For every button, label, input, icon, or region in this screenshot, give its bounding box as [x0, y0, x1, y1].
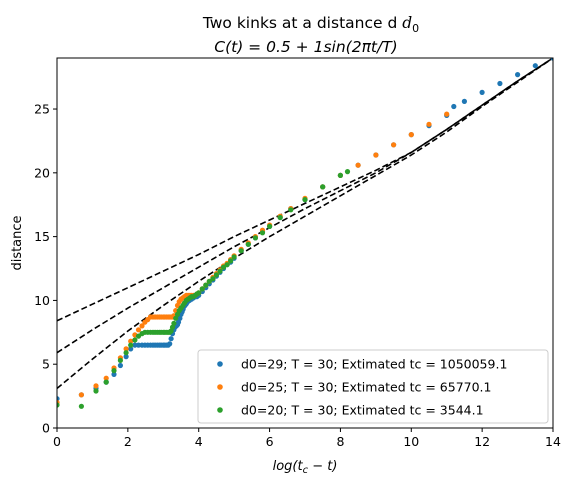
- legend-box: [197, 349, 549, 424]
- data-point: [199, 286, 205, 292]
- plot-frame: [56, 57, 554, 429]
- data-point: [93, 388, 99, 394]
- data-point: [277, 214, 283, 221]
- data-point: [391, 142, 397, 148]
- data-point: [515, 72, 521, 78]
- data-point: [302, 197, 308, 203]
- data-point: [550, 58, 553, 61]
- data-point: [252, 235, 258, 241]
- x-axis: 0 2 4 6 8 10 12 14: [53, 428, 561, 449]
- y-axis: 0 5 10 15 20 25: [34, 102, 57, 436]
- y-tick-label: 20: [34, 165, 50, 180]
- series-3: [57, 169, 351, 409]
- data-point: [128, 342, 134, 348]
- data-point: [111, 371, 117, 377]
- legend-label-3: d0=20; T = 30; Extimated tc = 3544.1: [241, 403, 484, 418]
- data-point: [78, 392, 84, 398]
- data-point: [117, 362, 123, 369]
- data-point: [532, 63, 538, 69]
- data-point: [444, 111, 450, 117]
- x-tick-label: 14: [545, 434, 561, 449]
- y-axis-label: distance: [10, 215, 25, 270]
- x-tick-label: 12: [474, 434, 490, 449]
- x-tick-label: 0: [53, 434, 61, 449]
- data-point: [123, 346, 129, 352]
- data-point: [238, 248, 244, 254]
- data-point: [57, 402, 60, 408]
- data-point: [177, 315, 183, 321]
- legend-marker-3: [217, 407, 223, 413]
- y-tick-label: 0: [42, 421, 50, 436]
- data-point: [103, 379, 109, 385]
- data-point: [479, 89, 485, 95]
- data-point: [171, 320, 177, 326]
- chart-title-line1: Two kinks at a distance d d0: [202, 14, 419, 35]
- data-point: [228, 258, 234, 264]
- y-tick-label: 10: [34, 293, 50, 308]
- data-point: [210, 276, 216, 282]
- legend-label-1: d0=29; T = 30; Extimated tc = 1050059.1: [241, 357, 507, 372]
- data-point: [461, 98, 467, 104]
- data-point: [93, 383, 99, 389]
- data-point: [103, 375, 109, 381]
- x-tick-label: 10: [403, 434, 419, 449]
- chart-title: Two kinks at a distance d d0 C(t) = 0.5 …: [202, 14, 419, 56]
- data-point: [135, 327, 142, 333]
- fit-curve-3: [57, 58, 553, 390]
- data-point: [426, 121, 432, 127]
- y-tick-label: 25: [34, 102, 50, 117]
- data-point: [203, 282, 209, 288]
- data-point: [111, 368, 117, 374]
- data-point: [132, 342, 138, 348]
- data-point: [408, 132, 414, 138]
- data-point: [245, 241, 251, 247]
- data-point: [206, 278, 212, 284]
- data-point: [128, 346, 134, 352]
- data-point: [355, 162, 361, 168]
- data-points: [57, 58, 553, 409]
- x-axis-label: log(tc − t): [273, 459, 338, 476]
- data-point: [344, 169, 351, 175]
- data-point: [320, 184, 326, 190]
- data-point: [173, 315, 179, 321]
- data-point: [78, 403, 84, 409]
- data-point: [288, 207, 294, 213]
- data-point: [451, 103, 457, 110]
- legend-label-2: d0=25; T = 30; Extimated tc = 65770.1: [241, 380, 492, 395]
- data-point: [168, 336, 174, 342]
- fit-curve-2: [57, 58, 553, 354]
- x-tick-label: 8: [336, 434, 344, 449]
- data-point: [123, 354, 129, 360]
- data-point: [123, 350, 129, 356]
- data-point: [132, 337, 138, 343]
- data-point: [337, 172, 343, 178]
- legend-marker-1: [217, 361, 223, 367]
- data-point: [139, 323, 145, 329]
- data-point: [217, 268, 223, 274]
- data-point: [224, 262, 230, 268]
- y-tick-label: 5: [42, 357, 50, 372]
- data-point: [213, 272, 219, 278]
- x-tick-label: 2: [124, 434, 132, 449]
- data-point: [167, 341, 173, 347]
- chart-title-line2: C(t) = 0.5 + 1sin(2πt/T): [214, 38, 397, 56]
- y-tick-label: 15: [34, 229, 50, 244]
- data-point: [196, 290, 202, 296]
- data-point: [259, 230, 266, 236]
- fit-curves: [57, 58, 553, 390]
- data-point: [267, 223, 273, 229]
- legend: d0=29; T = 30; Extimated tc = 1050059.1 d…: [197, 349, 549, 424]
- x-tick-label: 4: [195, 434, 203, 449]
- legend-marker-2: [217, 384, 223, 390]
- data-point: [231, 254, 237, 260]
- data-point: [497, 80, 503, 87]
- x-tick-label: 6: [266, 434, 274, 449]
- data-point: [128, 338, 134, 344]
- data-point: [117, 357, 123, 363]
- data-point: [373, 152, 379, 158]
